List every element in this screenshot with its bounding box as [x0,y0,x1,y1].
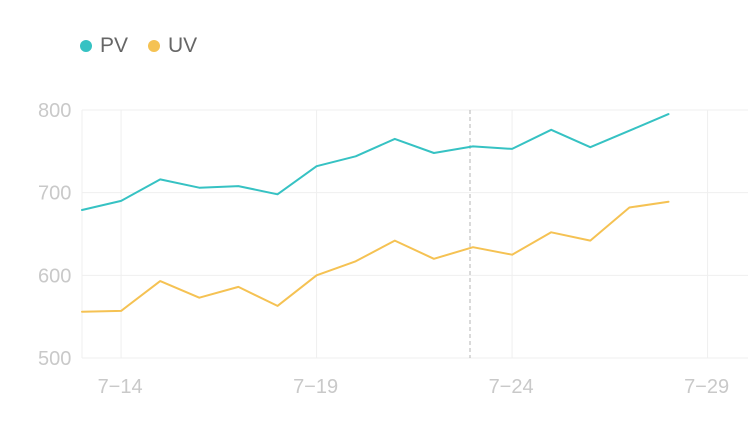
legend-swatch-uv [148,40,161,52]
legend-item-pv[interactable]: PV [80,34,128,58]
x-tick-label: 7−14 [98,376,143,398]
legend-label-pv: PV [100,34,129,57]
legend-item-uv[interactable]: UV [148,34,197,58]
x-tick-label: 7−24 [489,376,534,398]
x-tick-label: 7−29 [684,376,729,398]
y-tick-label: 700 [38,183,71,205]
legend-swatch-pv [80,40,92,52]
series-line-pv [81,113,670,211]
y-tick-label: 500 [38,348,71,370]
series-line-uv [81,200,670,313]
x-tick-label: 7−19 [293,376,338,398]
y-tick-label: 600 [38,265,71,287]
legend: PV UV [80,34,197,58]
legend-label-uv: UV [168,34,198,57]
y-tick-label: 800 [38,100,71,122]
